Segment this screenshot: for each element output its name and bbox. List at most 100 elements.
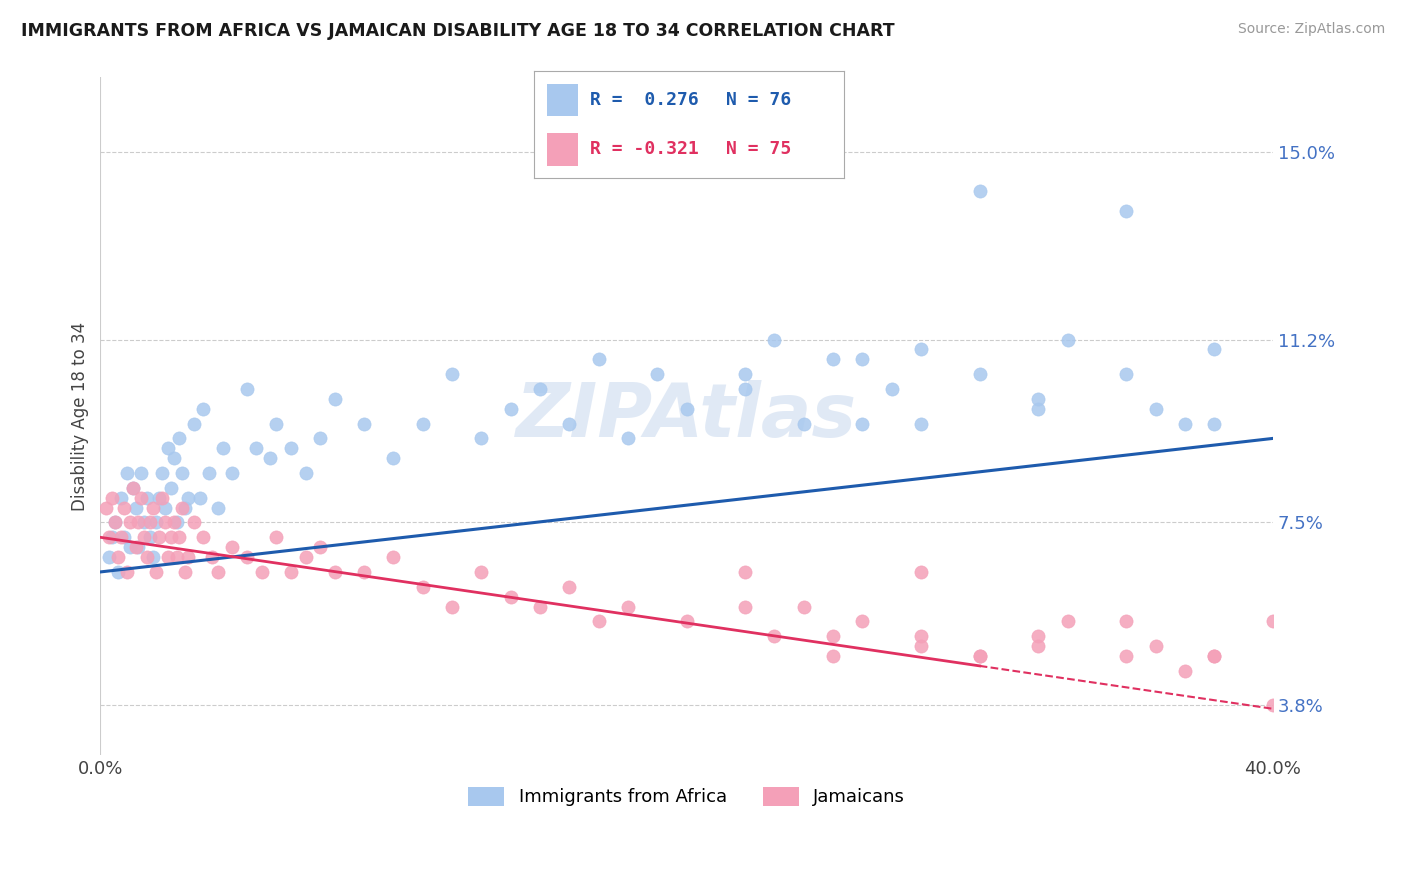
Point	[212, 442, 235, 456]
Text: R =  0.276: R = 0.276	[591, 91, 699, 109]
Point	[558, 580, 581, 594]
Point	[793, 417, 815, 431]
Point	[734, 599, 756, 614]
Point	[823, 352, 845, 367]
Point	[112, 500, 135, 515]
Point	[969, 648, 991, 663]
Point	[910, 343, 932, 357]
Point	[221, 540, 243, 554]
Point	[1204, 417, 1226, 431]
Point	[1204, 648, 1226, 663]
Text: Source: ZipAtlas.com: Source: ZipAtlas.com	[1237, 22, 1385, 37]
Point	[617, 432, 640, 446]
Point	[1026, 392, 1049, 406]
Point	[139, 516, 162, 530]
Point	[382, 451, 405, 466]
Point	[529, 382, 551, 396]
Point	[353, 417, 375, 431]
Point	[675, 401, 697, 416]
Point	[1056, 333, 1078, 347]
Point	[823, 648, 845, 663]
Point	[910, 639, 932, 653]
Point	[880, 382, 903, 396]
Point	[110, 491, 132, 505]
Point	[1115, 367, 1137, 381]
Point	[1204, 648, 1226, 663]
Point	[851, 615, 873, 629]
Point	[104, 516, 127, 530]
Bar	[547, 134, 578, 166]
Point	[183, 417, 205, 431]
Point	[245, 442, 267, 456]
Point	[207, 500, 229, 515]
Point	[264, 417, 287, 431]
Point	[127, 516, 149, 530]
Point	[1026, 401, 1049, 416]
Point	[763, 629, 786, 643]
Point	[617, 599, 640, 614]
Point	[264, 530, 287, 544]
Point	[112, 530, 135, 544]
Point	[98, 530, 121, 544]
Point	[910, 565, 932, 579]
Point	[148, 530, 170, 544]
Point	[470, 432, 492, 446]
Point	[198, 466, 221, 480]
Point	[142, 500, 165, 515]
Point	[1026, 629, 1049, 643]
Point	[969, 184, 991, 198]
Point	[96, 500, 118, 515]
Point	[188, 491, 211, 505]
Point	[588, 615, 610, 629]
Point	[150, 491, 173, 505]
Point	[910, 417, 932, 431]
Point	[412, 580, 434, 594]
Point	[499, 590, 522, 604]
Point	[294, 466, 316, 480]
Point	[153, 500, 176, 515]
Point	[145, 516, 167, 530]
Point	[174, 565, 197, 579]
Point	[236, 382, 259, 396]
Point	[156, 442, 179, 456]
Point	[183, 516, 205, 530]
Point	[734, 565, 756, 579]
Point	[153, 516, 176, 530]
Text: IMMIGRANTS FROM AFRICA VS JAMAICAN DISABILITY AGE 18 TO 34 CORRELATION CHART: IMMIGRANTS FROM AFRICA VS JAMAICAN DISAB…	[21, 22, 894, 40]
Point	[558, 417, 581, 431]
Point	[118, 540, 141, 554]
Point	[159, 530, 181, 544]
Point	[98, 550, 121, 565]
Point	[250, 565, 273, 579]
Point	[169, 432, 191, 446]
Point	[159, 481, 181, 495]
Point	[1115, 203, 1137, 218]
Point	[162, 516, 184, 530]
Point	[107, 550, 129, 565]
Point	[969, 367, 991, 381]
Point	[280, 442, 302, 456]
Legend: Immigrants from Africa, Jamaicans: Immigrants from Africa, Jamaicans	[461, 780, 912, 814]
Point	[177, 491, 200, 505]
Point	[148, 491, 170, 505]
Point	[236, 550, 259, 565]
Point	[172, 466, 194, 480]
Point	[121, 481, 143, 495]
Point	[675, 615, 697, 629]
Point	[323, 392, 346, 406]
Point	[499, 401, 522, 416]
Point	[910, 629, 932, 643]
Point	[441, 367, 464, 381]
Point	[588, 352, 610, 367]
Point	[309, 540, 332, 554]
Point	[139, 530, 162, 544]
Point	[763, 333, 786, 347]
Point	[969, 648, 991, 663]
Point	[166, 550, 188, 565]
Point	[1026, 639, 1049, 653]
Point	[470, 565, 492, 579]
Point	[353, 565, 375, 579]
Point	[1174, 664, 1197, 678]
Point	[121, 481, 143, 495]
Point	[191, 401, 214, 416]
